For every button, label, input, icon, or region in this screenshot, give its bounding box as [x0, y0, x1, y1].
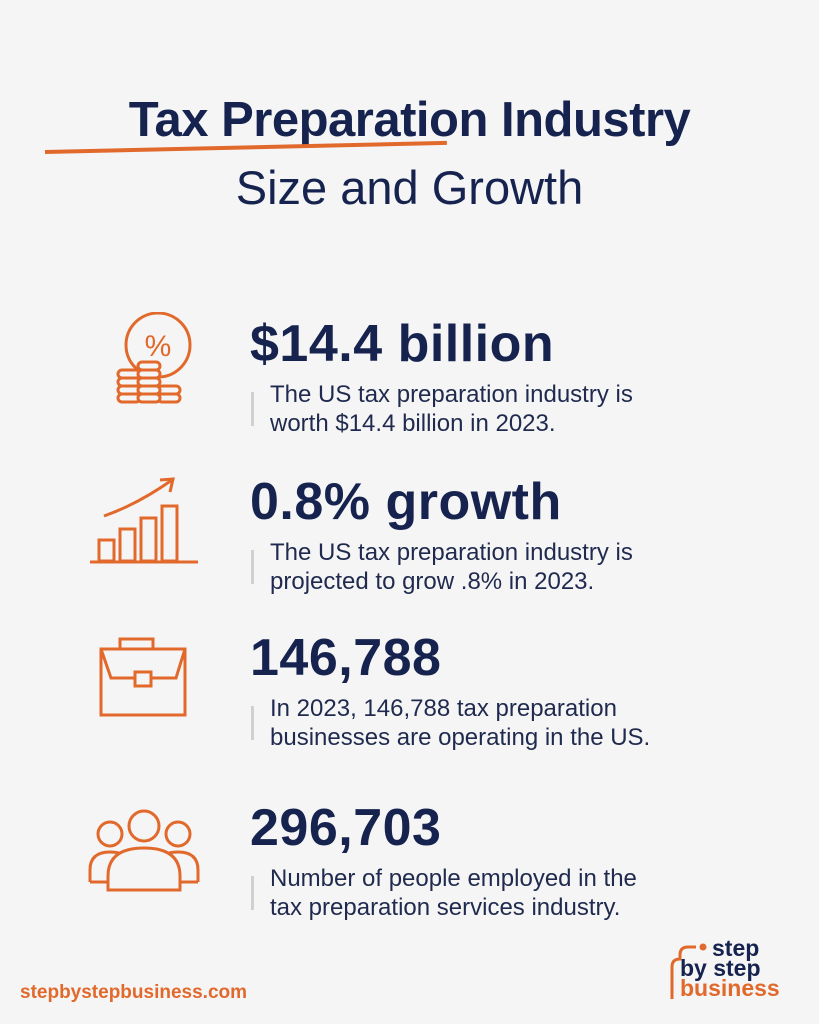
briefcase-icon — [98, 636, 190, 718]
accent-bar — [251, 550, 254, 584]
people-group-icon — [86, 808, 202, 894]
accent-bar — [251, 876, 254, 910]
accent-bar — [251, 392, 254, 426]
coins-percent-icon: % — [98, 312, 198, 412]
accent-bar — [251, 706, 254, 740]
stat-value: 296,703 — [250, 799, 442, 857]
growth-chart-icon — [88, 474, 200, 566]
stat-description: The US tax preparation industry is worth… — [270, 381, 633, 437]
stat-description: Number of people employed in the tax pre… — [270, 865, 637, 921]
page-title: Tax Preparation Industry — [128, 93, 691, 147]
svg-text:%: % — [145, 330, 172, 363]
stat-value: 0.8% growth — [250, 473, 562, 531]
logo-step: step — [712, 935, 760, 961]
website-link[interactable]: stepbystepbusiness.com — [20, 982, 248, 1003]
stat-value: 146,788 — [250, 629, 442, 687]
logo-business: business — [680, 975, 780, 1001]
logo-by-step: by step — [680, 955, 761, 981]
brand-logo[interactable]: step by step business — [660, 937, 800, 1003]
stat-description: In 2023, 146,788 tax preparation busines… — [270, 695, 651, 751]
page-subtitle: Size and Growth — [235, 161, 584, 214]
stat-description: The US tax preparation industry is proje… — [270, 539, 633, 595]
stat-value: $14.4 billion — [250, 315, 555, 373]
